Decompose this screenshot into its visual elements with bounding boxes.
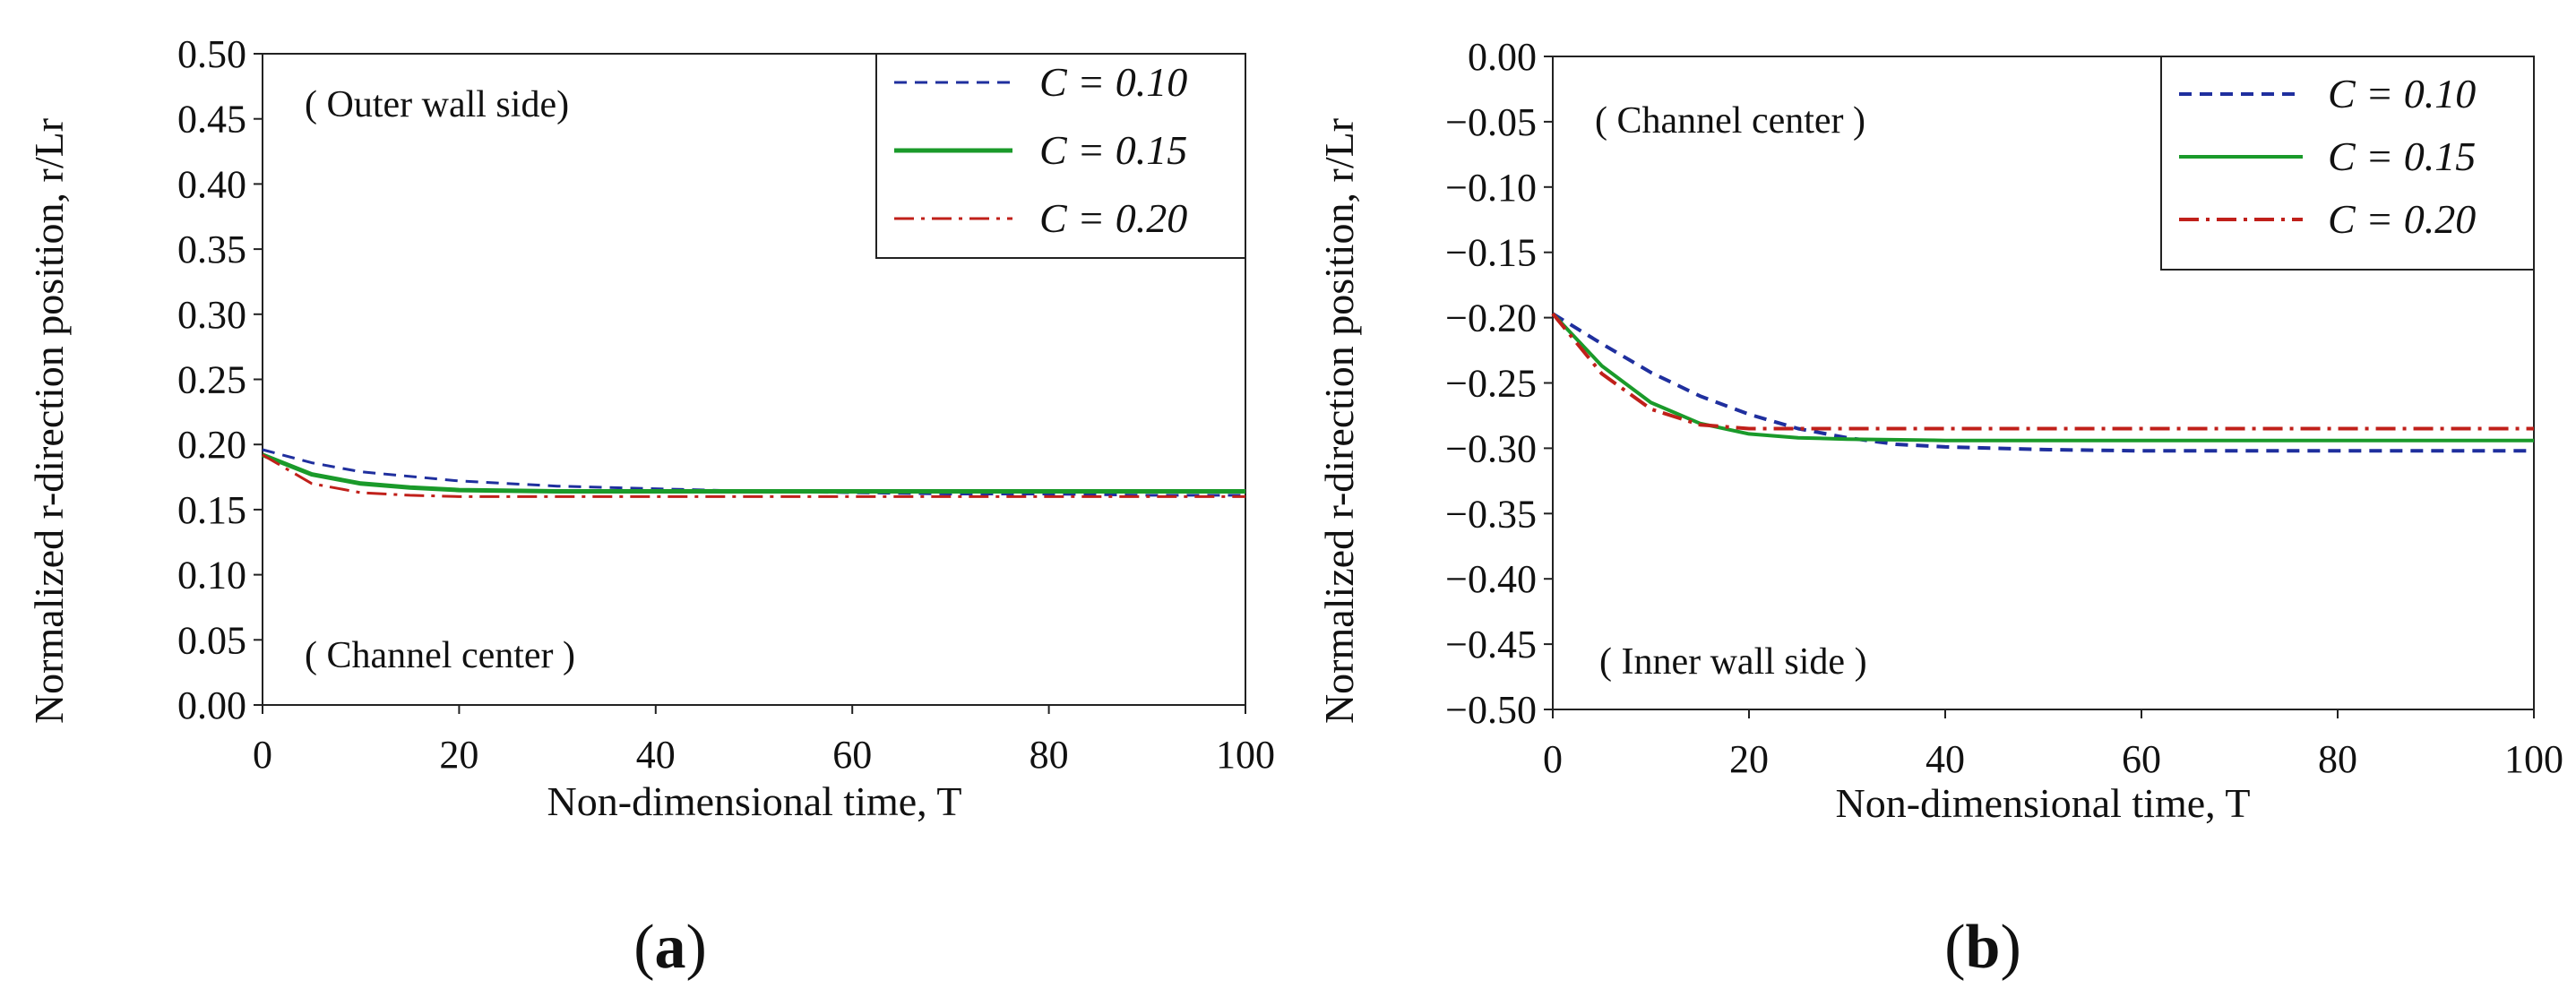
legend-b: C = 0.10 C = 0.15 C = 0.20 (2160, 56, 2535, 271)
chart-panel-a: 0.00 0.05 0.10 0.15 0.20 0.25 0.30 0.35 0.40 0.45… (26, 32, 1275, 982)
x-tick-label-b-4: 80 (2318, 737, 2357, 781)
y-tick-label-a-9: 0.45 (177, 98, 246, 142)
y-tick-label-b-3: −0.35 (1445, 492, 1537, 536)
y-tick-label-b-0: −0.50 (1445, 688, 1537, 732)
panel-label-a: (a) (633, 913, 707, 982)
y-tick-label-b-6: −0.20 (1445, 297, 1537, 340)
annotation-outer-wall-side: ( Outer wall side) (305, 84, 569, 125)
series-line-a-0 (262, 448, 1245, 497)
x-tick-label-a-4: 80 (1030, 733, 1069, 777)
y-tick-label-b-8: −0.10 (1445, 166, 1537, 210)
y-tick-label-b-7: −0.15 (1445, 231, 1537, 275)
annotation-channel-center-a: ( Channel center ) (305, 635, 575, 676)
legend-entry-a-1: C = 0.15 (1039, 127, 1187, 173)
chart-panel-b: −0.50 −0.45 −0.40 −0.35 −0.30 −0.25 −0.20 −0.15… (1316, 35, 2563, 982)
x-tick-label-a-3: 60 (832, 733, 872, 777)
legend-entry-a-2: C = 0.20 (1039, 195, 1187, 241)
y-tick-label-a-10: 0.50 (177, 32, 246, 76)
panel-label-b: (b) (1944, 913, 2021, 982)
x-tick-label-b-1: 20 (1729, 737, 1769, 781)
y-tick-label-a-7: 0.35 (177, 228, 246, 271)
x-tick-label-b-5: 100 (2504, 737, 2563, 781)
y-tick-label-b-9: −0.05 (1445, 100, 1537, 144)
series-line-a-2 (262, 453, 1245, 498)
annotation-channel-center-b: ( Channel center ) (1595, 100, 1865, 142)
panel-letter-b: b (1966, 913, 2001, 982)
y-tick-label-a-3: 0.15 (177, 488, 246, 532)
series-line-b-1 (1551, 312, 2534, 443)
panel-letter-a: a (655, 913, 686, 982)
x-tick-label-a-0: 0 (253, 733, 272, 777)
legend-entry-b-1: C = 0.15 (2328, 133, 2476, 179)
y-tick-label-b-2: −0.40 (1445, 557, 1537, 601)
x-tick-label-a-5: 100 (1216, 733, 1275, 777)
y-tick-label-a-6: 0.30 (177, 293, 246, 337)
y-axis-label-a: Normalized r-direction position, r/Lr (26, 118, 72, 724)
x-axis-label-b: Non-dimensional time, T (1836, 780, 2251, 826)
series-line-b-2 (1551, 312, 2534, 431)
y-tick-label-a-8: 0.40 (177, 162, 246, 206)
series-line-a-1 (262, 452, 1245, 494)
legend-box-a (875, 53, 1246, 259)
y-tick-label-a-2: 0.10 (177, 554, 246, 597)
x-tick-label-a-2: 40 (636, 733, 676, 777)
y-tick-label-a-5: 0.25 (177, 358, 246, 402)
annotation-inner-wall-side: ( Inner wall side ) (1599, 641, 1867, 683)
x-axis-label-a: Non-dimensional time, T (547, 778, 962, 824)
legend-entry-a-0: C = 0.10 (1039, 59, 1187, 105)
y-tick-label-b-10: 0.00 (1468, 35, 1537, 79)
y-tick-label-b-5: −0.25 (1445, 362, 1537, 406)
x-tick-label-a-1: 20 (439, 733, 478, 777)
y-tick-label-a-0: 0.00 (177, 683, 246, 727)
y-tick-label-a-1: 0.05 (177, 618, 246, 662)
x-tick-label-b-3: 60 (2122, 737, 2161, 781)
legend-box-b (2160, 56, 2535, 271)
legend-entry-b-0: C = 0.10 (2328, 71, 2476, 116)
series-line-b-0 (1551, 312, 2534, 453)
y-tick-label-a-4: 0.20 (177, 423, 246, 467)
y-axis-label-b: Normalized r-direction position, r/Lr (1316, 118, 1362, 724)
y-tick-label-b-4: −0.30 (1445, 426, 1537, 470)
x-tick-label-b-2: 40 (1926, 737, 1965, 781)
legend-entry-b-2: C = 0.20 (2328, 196, 2476, 242)
x-tick-label-b-0: 0 (1543, 737, 1563, 781)
legend-a: C = 0.10 C = 0.15 C = 0.20 (875, 53, 1246, 259)
y-tick-label-b-1: −0.45 (1445, 623, 1537, 666)
